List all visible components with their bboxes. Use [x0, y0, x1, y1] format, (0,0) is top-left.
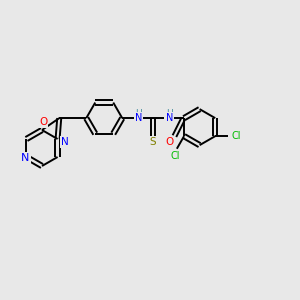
Text: Cl: Cl	[231, 131, 241, 141]
Text: S: S	[149, 137, 156, 147]
Text: N: N	[135, 113, 142, 123]
Text: O: O	[165, 137, 174, 147]
Text: N: N	[61, 137, 68, 147]
Text: Cl: Cl	[170, 151, 180, 161]
Text: O: O	[39, 117, 47, 127]
Text: H: H	[166, 109, 172, 118]
Text: H: H	[135, 109, 142, 118]
Text: N: N	[166, 113, 173, 123]
Text: N: N	[21, 153, 30, 163]
